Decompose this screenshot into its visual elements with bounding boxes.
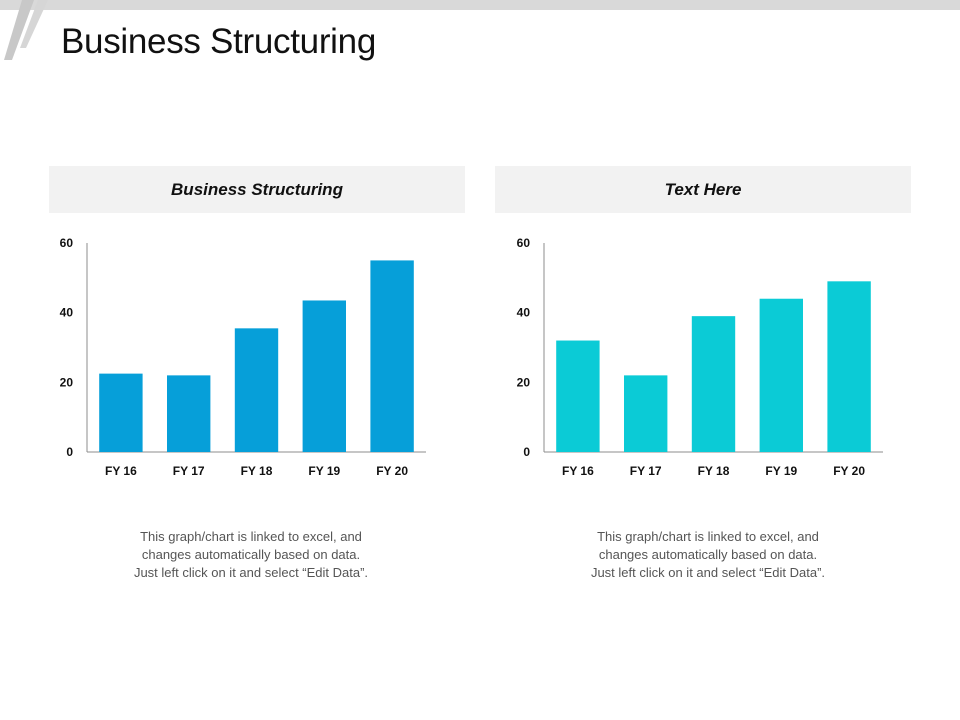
- chart-2-bar: [624, 375, 668, 452]
- chart-2: 0 20 40 60 FY 16 FY 17 FY 18 FY 19 FY 20: [517, 236, 883, 478]
- chart-1-x-tick-label: FY 20: [376, 464, 408, 478]
- chart-2-caption: This graph/chart is linked to excel, and…: [500, 528, 916, 582]
- chart-2-bar: [691, 316, 736, 452]
- chart-2-y-tick-label: 0: [523, 445, 530, 459]
- chart-1-y-tick-label: 0: [66, 445, 73, 459]
- chart-1-caption-line-2: changes automatically based on data.: [141, 547, 361, 562]
- chart-1-y-tick-label: 60: [60, 236, 74, 250]
- chart-2-x-tick-label: FY 17: [630, 464, 662, 478]
- chart-1-caption-line-1: This graph/chart is linked to excel, and: [140, 529, 362, 544]
- chart-2-caption-line-2: changes automatically based on data.: [598, 547, 818, 562]
- chart-2-bar: [827, 281, 871, 452]
- chart-1-x-tick-label: FY 16: [105, 464, 137, 478]
- chart-1-bar: [167, 375, 211, 452]
- chart-2-caption-line-1: This graph/chart is linked to excel, and: [597, 529, 819, 544]
- chart-1-bar: [99, 373, 143, 452]
- chart-1-x-tick-label: FY 19: [308, 464, 340, 478]
- chart-1-caption-line-3: Just left click on it and select “Edit D…: [133, 565, 369, 580]
- chart-2-x-tick-label: FY 20: [833, 464, 865, 478]
- chart-1: 0 20 40 60 FY 16 FY 17 FY 18 FY 19 FY 20: [60, 236, 426, 478]
- chart-1-x-tick-label: FY 18: [241, 464, 273, 478]
- chart-1-bar: [370, 260, 414, 452]
- chart-1-bar: [234, 328, 279, 452]
- chart-2-y-tick-label: 40: [517, 306, 531, 320]
- chart-1-x-tick-label: FY 17: [173, 464, 205, 478]
- chart-1-header: Business Structuring: [49, 166, 465, 213]
- chart-2-bar: [556, 340, 600, 452]
- chart-2-y-tick-label: 20: [517, 375, 531, 389]
- corner-stripes-decoration: [4, 0, 48, 60]
- chart-1-y-tick-label: 20: [60, 375, 74, 389]
- top-accent-bar: [0, 0, 960, 10]
- chart-2-bar: [759, 298, 803, 452]
- chart-2-x-tick-label: FY 19: [765, 464, 797, 478]
- chart-2-caption-line-3: Just left click on it and select “Edit D…: [590, 565, 826, 580]
- chart-2-x-tick-label: FY 16: [562, 464, 594, 478]
- chart-2-header: Text Here: [495, 166, 911, 213]
- chart-1-caption: This graph/chart is linked to excel, and…: [43, 528, 459, 582]
- chart-1-y-tick-label: 40: [60, 306, 74, 320]
- page-title: Business Structuring: [61, 22, 376, 61]
- chart-1-bar: [302, 300, 346, 452]
- chart-2-x-tick-label: FY 18: [698, 464, 730, 478]
- chart-2-y-tick-label: 60: [517, 236, 531, 250]
